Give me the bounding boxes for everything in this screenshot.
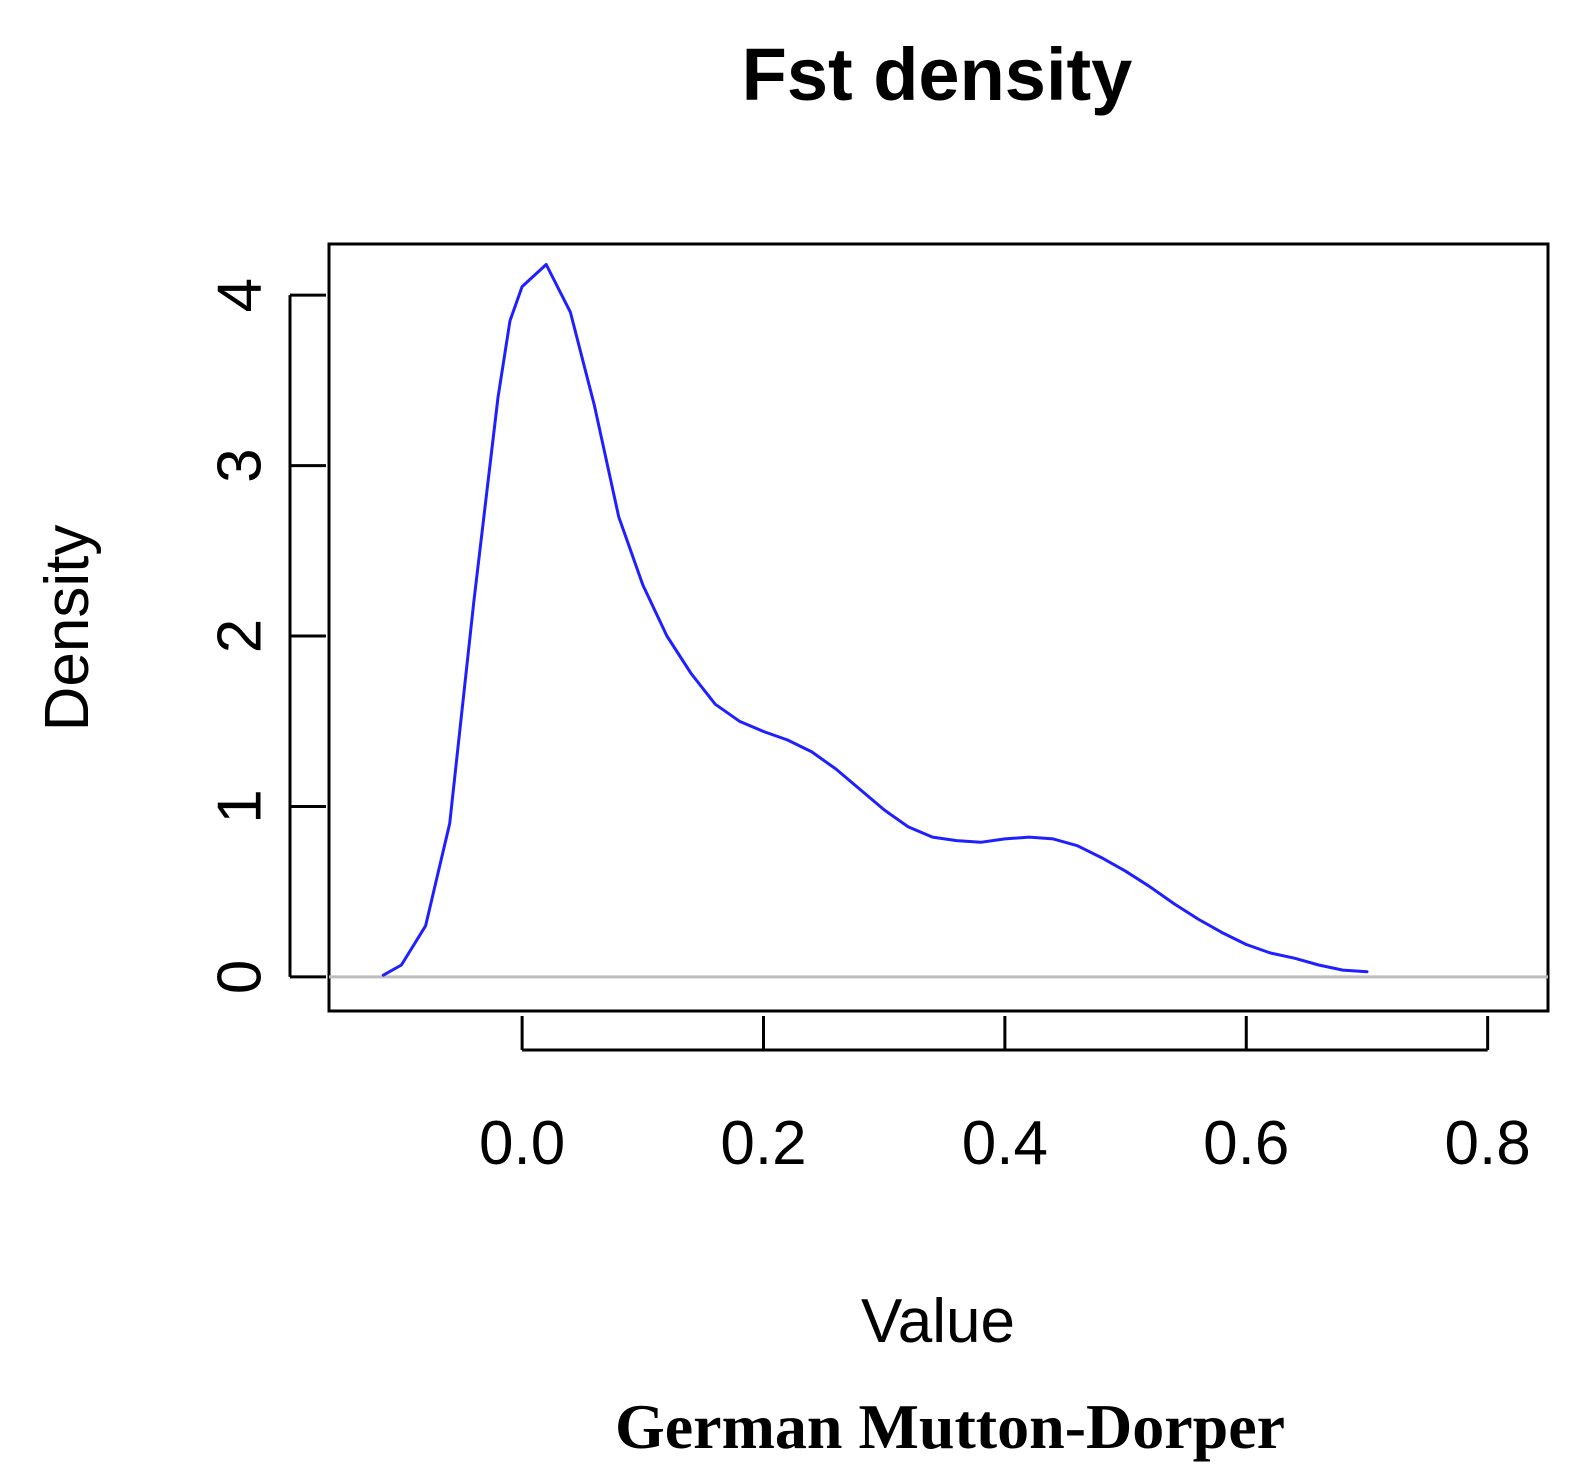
- x-tick-label: 0.2: [720, 1109, 806, 1178]
- y-tick-label: 2: [206, 619, 275, 653]
- y-tick-label: 4: [206, 278, 275, 312]
- density-curve-0: [381, 263, 1369, 977]
- figure-caption: German Mutton-Dorper: [615, 1391, 1285, 1462]
- y-tick-label: 1: [205, 789, 274, 823]
- x-tick-label: 0.8: [1445, 1109, 1531, 1178]
- plot-frame: [327, 242, 1550, 1013]
- y-axis-label: Density: [33, 525, 102, 732]
- x-tick-label: 0.6: [1203, 1109, 1289, 1178]
- x-axis-label: Value: [861, 1287, 1015, 1356]
- y-axis: 0 1 2 3 4: [205, 278, 326, 994]
- curve-layer: [381, 263, 1369, 977]
- x-tick-label: 0.0: [479, 1109, 565, 1178]
- chart-title: Fst density: [742, 33, 1133, 116]
- y-tick-label: 0: [206, 960, 275, 994]
- x-tick-label: 0.4: [962, 1109, 1048, 1178]
- x-axis: 0.0 0.2 0.4 0.6 0.8: [479, 1016, 1531, 1178]
- y-tick-label: 3: [205, 448, 274, 482]
